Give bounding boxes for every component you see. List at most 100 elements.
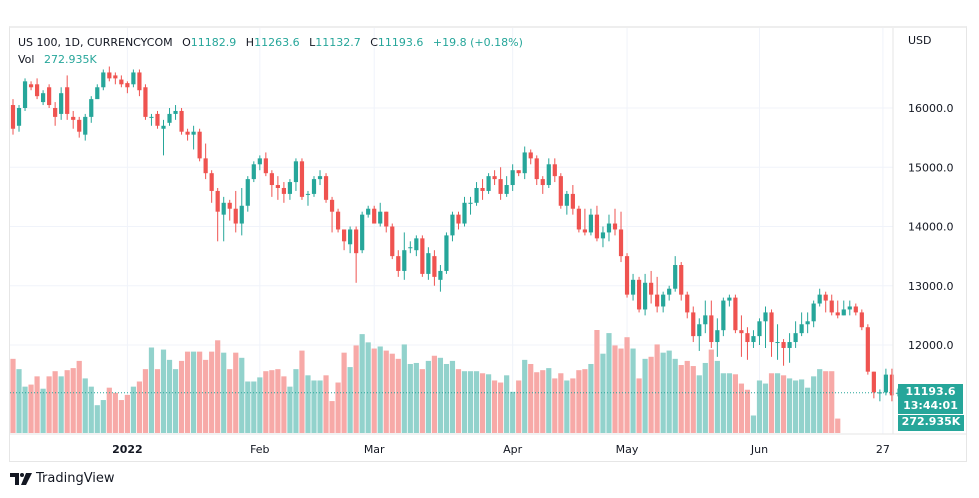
candle	[287, 179, 293, 200]
candle	[107, 66, 112, 82]
x-tick-label: Apr	[503, 443, 523, 456]
candle	[71, 110, 76, 129]
candle	[329, 196, 335, 233]
candle-body	[342, 229, 347, 242]
volume-bar	[136, 381, 143, 433]
volume-bar	[34, 376, 40, 433]
candle-body	[444, 235, 449, 271]
candle	[384, 211, 389, 233]
candle-body	[877, 392, 882, 394]
candle	[727, 294, 732, 307]
candle-body	[263, 158, 268, 174]
candle-body	[655, 294, 660, 307]
low-value: 11132.7	[315, 36, 361, 49]
candle	[630, 273, 636, 301]
candle-body	[119, 79, 124, 85]
candle-body	[775, 342, 780, 344]
candle	[823, 291, 828, 313]
candle-body	[697, 324, 702, 337]
volume-bar	[371, 348, 377, 433]
volume-bar	[58, 376, 64, 433]
candle	[480, 179, 485, 200]
candle-body	[293, 161, 299, 183]
candle	[552, 158, 557, 183]
candle-body	[408, 247, 413, 249]
volume-bar	[606, 333, 612, 433]
candle-body	[239, 205, 244, 224]
candle-body	[185, 131, 190, 135]
candle	[781, 339, 786, 366]
candle-body	[643, 282, 648, 310]
tradingview-brand[interactable]: TradingView	[10, 471, 115, 486]
candle-body	[317, 176, 323, 180]
candle-body	[811, 303, 816, 322]
candle-body	[540, 179, 545, 186]
volume-bar	[829, 371, 835, 433]
candle-body	[179, 110, 184, 132]
candle-body	[28, 84, 34, 88]
volume-bar	[82, 378, 88, 433]
candle-body	[715, 330, 720, 343]
volume-bar	[654, 344, 660, 433]
candle	[600, 226, 606, 248]
candle-body	[372, 208, 377, 224]
candle-body	[329, 199, 335, 212]
candle	[564, 190, 569, 215]
volume-bar	[720, 373, 726, 433]
volume-bar	[88, 386, 94, 433]
volume-bar	[124, 394, 130, 433]
open-value: 11182.9	[190, 36, 237, 49]
candle	[456, 211, 461, 230]
candle	[131, 69, 136, 88]
y-tick-label: 16000.0	[908, 102, 954, 115]
candle	[41, 90, 46, 106]
volume-bar	[353, 345, 359, 433]
candle-body	[281, 187, 286, 194]
candle-body	[227, 202, 232, 209]
candle-body	[257, 158, 262, 165]
volume-bar	[70, 368, 76, 433]
x-tick-label: Feb	[250, 443, 269, 456]
candle-body	[438, 270, 443, 280]
volume-label[interactable]: Vol	[18, 53, 35, 66]
time-axis[interactable]: 2022 Feb Mar Apr May Jun 27	[112, 443, 890, 456]
volume-bar	[359, 334, 365, 433]
y-tick-label: 12000.0	[908, 339, 954, 352]
candle-body	[34, 84, 40, 97]
brand-name: TradingView	[36, 471, 115, 486]
candle-body	[522, 152, 527, 174]
ohlc-row: US 100, 1D, CURRENCYCOM O11182.9 H11263.…	[18, 34, 523, 51]
volume-bar	[449, 360, 456, 433]
candle-body	[233, 208, 238, 224]
candle-body	[107, 72, 112, 79]
volume-bar	[636, 378, 642, 433]
candle	[408, 241, 413, 254]
candle	[450, 211, 455, 242]
candle	[149, 113, 154, 126]
candle	[871, 371, 876, 399]
candle-body	[781, 342, 786, 348]
candle-body	[853, 306, 858, 313]
candle	[263, 152, 268, 177]
volume-bar	[684, 360, 690, 433]
candle-body	[191, 131, 196, 135]
volume-bar	[768, 373, 775, 433]
x-tick-label: Mar	[364, 443, 385, 456]
candle-body	[203, 158, 208, 174]
candle	[829, 294, 834, 316]
candle	[209, 170, 214, 203]
candle-body	[480, 187, 485, 191]
currency-label[interactable]: USD	[908, 34, 932, 47]
candle-body	[600, 232, 606, 239]
volume-bar	[40, 388, 46, 433]
candle-body	[221, 202, 226, 215]
volume-bar	[793, 380, 799, 433]
price-axis[interactable]: 16000.0 15000.0 14000.0 13000.0 12000.0	[908, 102, 954, 352]
candle	[281, 182, 286, 203]
candle	[841, 300, 846, 316]
candle-body	[396, 256, 401, 271]
symbol-label[interactable]: US 100, 1D, CURRENCYCOM	[18, 36, 173, 49]
volume-bar	[660, 352, 666, 433]
candle-body	[10, 105, 16, 129]
